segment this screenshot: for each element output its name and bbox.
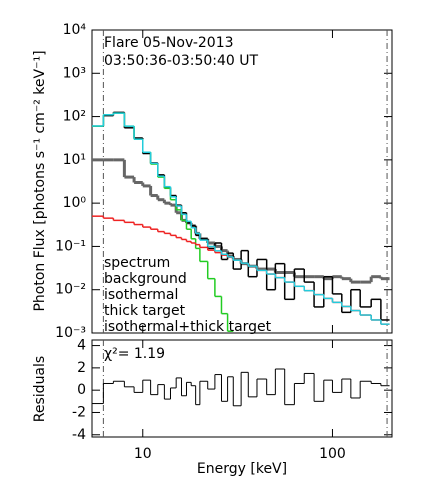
legend-label: isothermal <box>104 287 178 303</box>
y-tick-label: 10⁻³ <box>55 325 86 341</box>
annotation: 03:50:36-03:50:40 UT <box>104 53 259 69</box>
y-tick-label: 10⁴ <box>63 22 87 38</box>
y-tick-label: -2 <box>72 404 86 420</box>
plot-frame <box>91 29 393 334</box>
x-tick-label: 10 <box>134 446 152 462</box>
y-axis-title: Photon Flux [photons s⁻¹ cm⁻² keV⁻¹] <box>32 50 48 311</box>
annotation: χ²= 1.19 <box>104 346 165 362</box>
y-tick-label: 2 <box>77 360 86 376</box>
y-axis-title: Residuals <box>32 356 48 422</box>
y-tick-label: 10⁻² <box>55 282 86 298</box>
x-axis-title: Energy [keV] <box>197 461 287 477</box>
y-tick-label: 10¹ <box>63 152 86 168</box>
y-tick-label: 10³ <box>63 65 86 81</box>
legend-label: background <box>104 271 187 287</box>
y-tick-label: 10² <box>63 109 86 125</box>
legend-label: isothermal+thick target <box>104 319 272 335</box>
legend-label: thick target <box>104 303 186 319</box>
y-tick-label: 4 <box>77 338 86 354</box>
plot-area <box>92 368 390 407</box>
y-tick-label: -4 <box>72 427 86 443</box>
y-tick-label: 0 <box>77 382 86 398</box>
plot-area <box>92 111 390 332</box>
x-tick-label: 100 <box>319 446 346 462</box>
y-tick-label: 10⁰ <box>63 195 87 211</box>
legend-label: spectrum <box>104 255 170 271</box>
plot-frame <box>91 339 393 438</box>
y-tick-label: 10⁻¹ <box>55 238 86 254</box>
annotation: Flare 05-Nov-2013 <box>104 35 234 51</box>
